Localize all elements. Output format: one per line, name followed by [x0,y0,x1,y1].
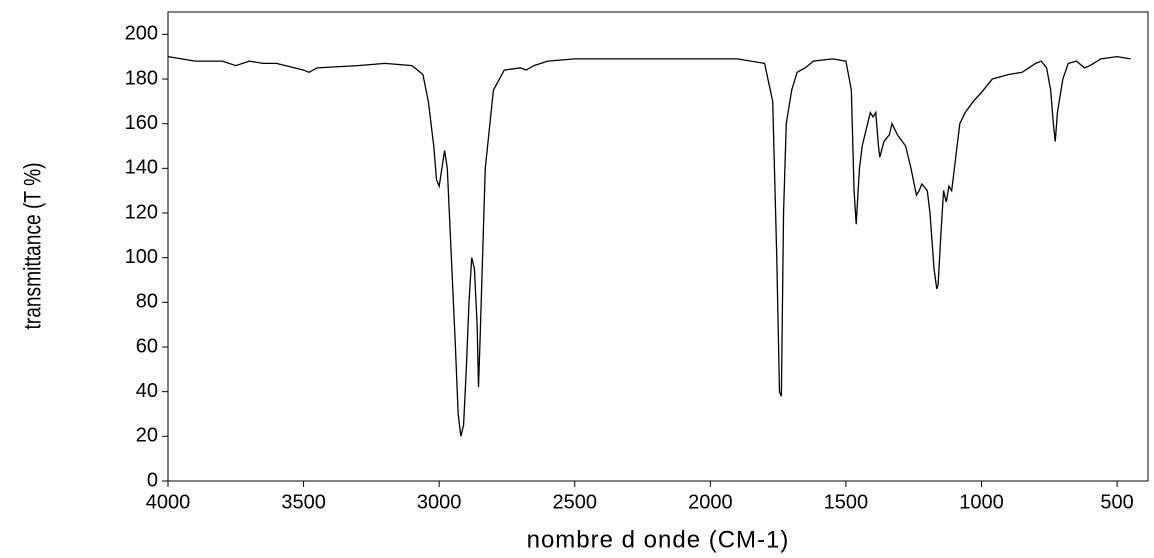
y-tick-label: 180 [125,67,158,89]
x-axis-label: nombre d onde (CM-1) [527,526,790,553]
spectrum-line [167,56,1131,437]
plot-frame [167,11,1149,482]
x-tick-label: 4000 [146,491,191,513]
x-tick-label: 2000 [688,491,733,513]
y-tick-label: 40 [136,380,158,402]
y-tick-label: 120 [125,201,158,223]
x-tick-label: 3000 [417,491,462,513]
x-tick-label: 2500 [553,491,598,513]
x-tick-label: 3500 [281,491,326,513]
y-tick-label: 140 [125,157,158,179]
x-tick-label: 500 [1100,491,1133,513]
y-tick-label: 20 [136,425,158,447]
x-tick-label: 1000 [959,491,1004,513]
y-tick-label: 80 [136,291,158,313]
y-tick-label: 200 [125,23,158,45]
x-tick-label: 1500 [824,491,869,513]
y-tick-label: 100 [125,246,158,268]
y-tick-label: 0 [147,469,158,491]
y-tick-label: 60 [136,335,158,357]
y-axis-label: transmittance (T %) [18,162,46,329]
y-tick-label: 160 [125,112,158,134]
